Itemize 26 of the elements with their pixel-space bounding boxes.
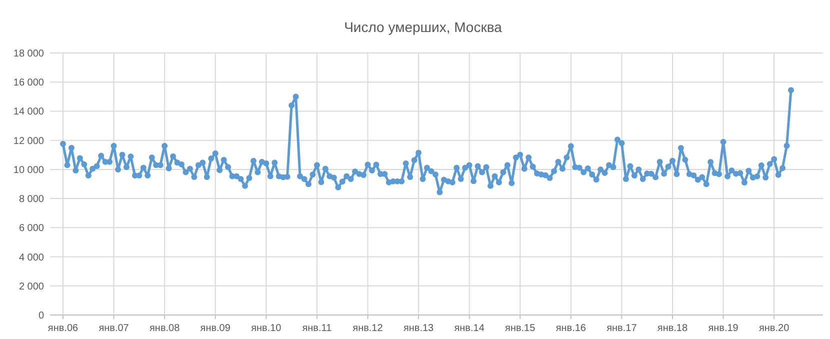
y-tick-label: 10 000 [13, 164, 44, 176]
y-tick-label: 16 000 [13, 78, 44, 89]
x-tick-label: янв.20 [758, 323, 790, 334]
y-tick-label: 12 000 [13, 136, 44, 147]
x-tick-label: янв.08 [150, 323, 180, 334]
x-tick-label: янв.16 [556, 323, 586, 334]
x-tick-label: янв.12 [352, 323, 384, 334]
y-tick-label: 18 000 [13, 48, 44, 60]
x-tick-label: янв.15 [505, 323, 536, 334]
x-tick-label: янв.17 [606, 323, 638, 334]
x-tick-label: янв.06 [48, 323, 79, 334]
chart-title: Число умерших, Москва [344, 19, 502, 35]
x-tick-label: янв.09 [200, 323, 231, 334]
y-tick-label: 6 000 [18, 223, 44, 234]
y-tick-label: 2 000 [18, 281, 44, 292]
x-tick-label: янв.10 [251, 323, 282, 334]
x-tick-label: янв.07 [98, 323, 130, 334]
x-tick-label: янв.18 [657, 323, 688, 334]
x-tick-label: янв.14 [454, 323, 485, 334]
x-tick-label: янв.19 [708, 323, 739, 334]
x-tick-label: янв.11 [302, 323, 332, 334]
y-tick-label: 4 000 [18, 252, 44, 264]
x-tick-label: янв.13 [403, 323, 434, 334]
y-tick-label: 8 000 [18, 194, 44, 206]
y-tick-label: 14 000 [13, 106, 44, 118]
y-tick-label: 0 [38, 310, 44, 322]
